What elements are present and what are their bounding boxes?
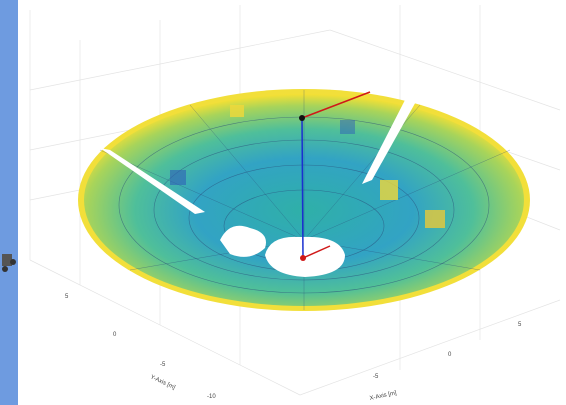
y-axis-label: Y-Axis [m] <box>149 374 176 391</box>
y-tick-label: -5 <box>160 362 166 368</box>
x-tick-label: 0 <box>448 352 452 358</box>
x-axis-label: X-Axis [m] <box>369 390 397 402</box>
side-panel <box>0 0 18 405</box>
dish-surface <box>78 89 530 311</box>
y-tick-label: 5 <box>65 294 69 300</box>
x-tick-label: 5 <box>518 322 522 328</box>
y-tick-label: 0 <box>113 332 117 338</box>
screenshot: 5 0 -5 -10 Y-Axis [m] 5 0 -5 X-Axis [m] <box>0 0 566 405</box>
y-tick-label: -10 <box>207 394 216 400</box>
x-tick-label: -5 <box>373 374 379 380</box>
